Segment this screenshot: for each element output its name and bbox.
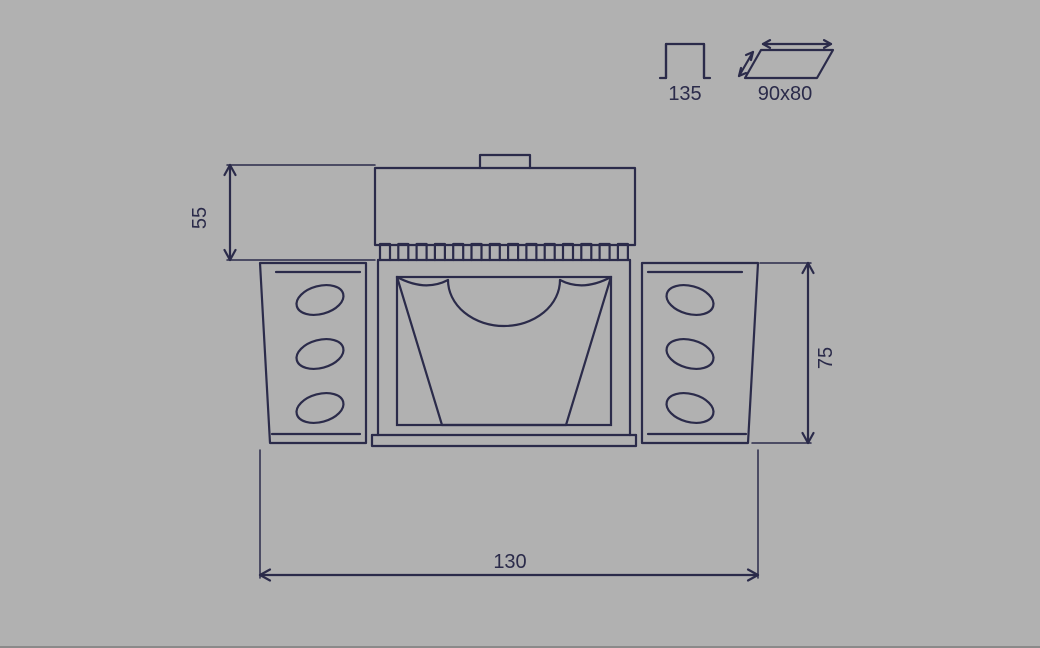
- panel-size-label: 90x80: [758, 83, 813, 105]
- cutout-depth-label: 135: [668, 83, 701, 105]
- dim-width-130: 130: [493, 551, 526, 573]
- dim-height-75: 75: [815, 347, 837, 369]
- dim-height-55: 55: [189, 207, 211, 229]
- technical-drawing: 135 90x80 55 75 130: [0, 0, 1040, 648]
